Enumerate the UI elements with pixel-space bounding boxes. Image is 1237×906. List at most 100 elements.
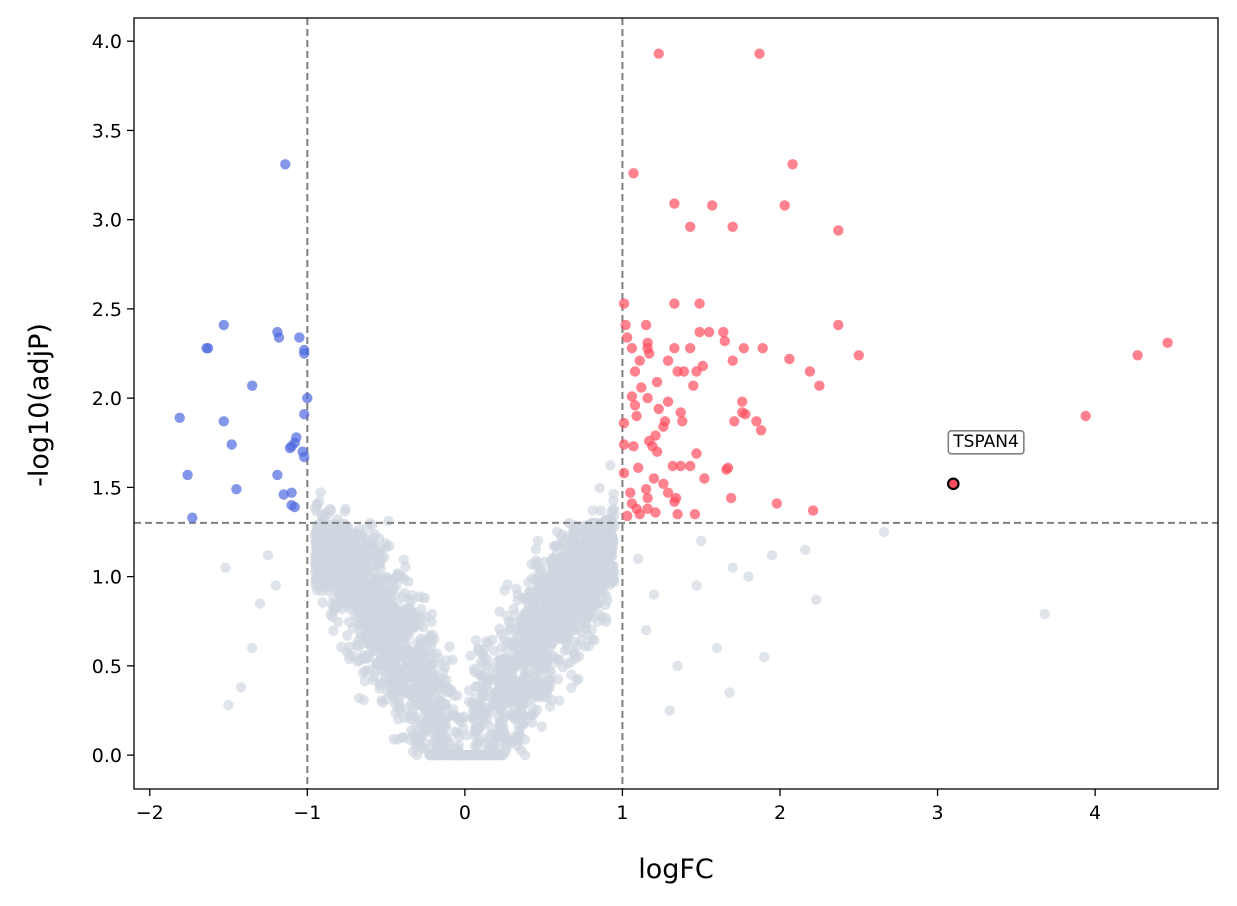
up-point: [727, 355, 738, 366]
y-tick-label: 1.0: [92, 567, 122, 589]
x-tick-label: 1: [616, 802, 628, 824]
ns-point: [393, 714, 404, 725]
ns-point: [220, 562, 231, 573]
up-point: [685, 343, 696, 354]
ns-point: [371, 659, 382, 670]
ns-point: [316, 585, 327, 597]
up-point: [669, 343, 680, 354]
up-point: [725, 492, 737, 504]
up-point: [737, 396, 748, 407]
up-point: [640, 484, 652, 495]
ns-point: [391, 625, 402, 637]
ns-point: [811, 594, 822, 605]
ns-points-layer: [220, 460, 1050, 761]
ns-point: [595, 505, 606, 516]
ns-point: [427, 629, 438, 640]
ns-point: [514, 731, 525, 742]
up-point: [719, 335, 730, 347]
ns-point: [488, 645, 500, 656]
up-point: [620, 319, 631, 331]
ns-point: [562, 624, 573, 635]
up-point: [699, 473, 710, 484]
up-point: [618, 467, 630, 479]
ns-point: [571, 625, 583, 636]
ns-point: [562, 633, 573, 645]
ns-point: [314, 524, 325, 535]
up-point: [662, 355, 674, 366]
ns-point: [348, 540, 360, 552]
up-point: [807, 505, 819, 516]
ns-point: [310, 559, 321, 570]
ns-point: [418, 726, 429, 737]
up-point: [757, 343, 768, 354]
y-tick-label: 4.0: [92, 31, 122, 53]
ns-point: [519, 611, 530, 622]
ns-point: [552, 674, 564, 685]
ns-point: [633, 553, 644, 564]
ns-point: [552, 657, 563, 668]
down-point: [272, 469, 283, 481]
up-point: [771, 498, 782, 509]
ns-point: [315, 487, 326, 498]
x-tick-label: 3: [931, 802, 943, 824]
down-point: [218, 319, 229, 331]
ns-point: [522, 647, 533, 658]
up-point: [644, 348, 655, 359]
ns-point: [571, 559, 582, 570]
ns-point: [696, 535, 707, 547]
ns-point: [529, 677, 540, 688]
ns-point: [476, 719, 487, 730]
down-point: [302, 392, 313, 404]
ns-point: [1039, 608, 1050, 620]
ns-point: [416, 637, 427, 649]
ns-point: [554, 695, 565, 706]
ns-point: [536, 721, 547, 732]
ns-point: [325, 505, 337, 516]
up-point: [618, 417, 630, 429]
ns-point: [223, 699, 234, 711]
up-point: [833, 319, 844, 331]
ns-point: [594, 558, 606, 569]
ns-point: [393, 698, 404, 709]
down-point: [174, 412, 185, 423]
ns-point: [605, 561, 616, 573]
ns-point: [342, 598, 353, 610]
ns-point: [397, 651, 409, 662]
ns-point: [441, 655, 452, 666]
ns-point: [525, 710, 536, 721]
up-point: [804, 366, 816, 377]
ns-point: [465, 650, 476, 661]
ns-point: [468, 712, 479, 723]
ns-point: [506, 617, 517, 628]
down-point: [280, 159, 291, 170]
up-point: [677, 416, 688, 427]
down-point: [278, 489, 289, 500]
ns-point: [430, 749, 442, 761]
axis-ticks: −2 −1 0 1 2 3 4 0.0 0.5 1.0 1.5 2.0 2.5 3.0 3.5 4.0: [92, 31, 1101, 824]
ns-point: [570, 602, 581, 614]
up-point: [642, 503, 653, 514]
up-point: [633, 462, 644, 473]
ns-point: [474, 669, 485, 680]
down-point: [247, 380, 258, 391]
ns-point: [566, 682, 577, 693]
ns-point: [435, 693, 446, 704]
up-point: [740, 409, 751, 420]
down-point: [218, 416, 229, 427]
up-point: [707, 200, 718, 211]
ns-point: [421, 692, 432, 703]
up-point: [754, 48, 765, 59]
ns-point: [471, 742, 482, 753]
ns-point: [555, 594, 567, 605]
ns-point: [573, 568, 584, 579]
ns-point: [581, 612, 592, 623]
ns-point: [397, 732, 408, 743]
ns-point: [470, 681, 481, 693]
ns-point: [607, 536, 618, 547]
ns-point: [579, 538, 590, 549]
ns-point: [433, 726, 444, 737]
up-point: [642, 392, 653, 404]
ns-point: [358, 616, 369, 627]
ns-point: [494, 662, 506, 673]
ns-point: [506, 686, 517, 697]
